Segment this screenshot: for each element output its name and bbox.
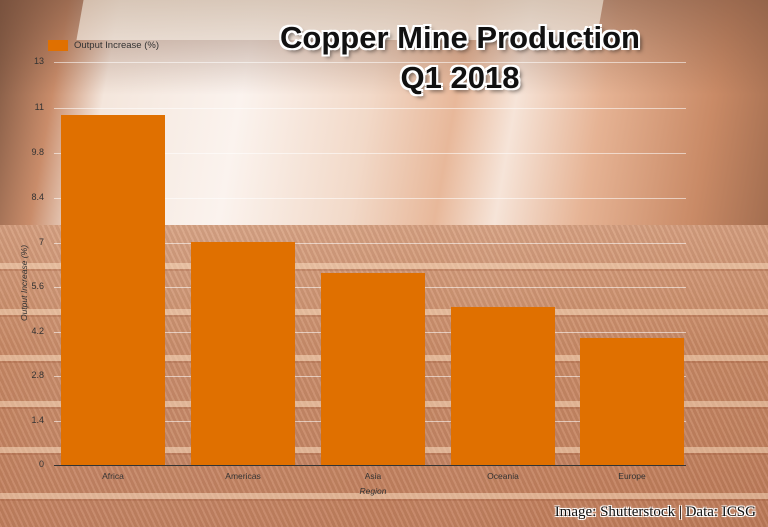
bar-europe bbox=[580, 337, 684, 465]
legend-swatch bbox=[48, 40, 68, 51]
chart-title-line1: Copper Mine Production bbox=[280, 20, 640, 55]
y-tick-label: 11 bbox=[34, 102, 44, 112]
chart-legend: Output Increase (%) bbox=[48, 40, 159, 51]
y-tick-label: 1.4 bbox=[31, 415, 44, 425]
gridline bbox=[54, 198, 686, 199]
x-axis-line bbox=[54, 465, 686, 466]
y-tick-label: 4.2 bbox=[31, 326, 44, 336]
x-axis-label: Region bbox=[359, 486, 387, 496]
y-tick-label: 5.6 bbox=[31, 281, 44, 291]
legend-label: Output Increase (%) bbox=[74, 40, 160, 51]
y-tick-label: 7 bbox=[38, 237, 44, 247]
y-tick-label: 9.8 bbox=[31, 147, 44, 157]
y-tick-label: 8.4 bbox=[31, 192, 44, 202]
bar-americas bbox=[191, 241, 295, 465]
y-tick-label: 0 bbox=[38, 459, 44, 469]
y-tick-label: 13 bbox=[33, 56, 44, 66]
bar-asia bbox=[321, 272, 425, 465]
y-tick-label: 2.8 bbox=[31, 370, 44, 380]
gridline bbox=[54, 153, 686, 154]
x-tick-label: Americas bbox=[225, 471, 261, 481]
x-tick-label: Asia bbox=[364, 471, 382, 481]
gridline bbox=[54, 62, 686, 63]
image-credit: Image: Shutterstock | Data: ICSG bbox=[554, 504, 756, 520]
x-tick-label: Africa bbox=[102, 471, 124, 481]
gridline bbox=[54, 243, 686, 244]
bar-africa bbox=[61, 114, 165, 465]
bar-oceania bbox=[451, 306, 555, 465]
chart-title-line2: Q1 2018 bbox=[400, 60, 520, 95]
y-axis-label: Output Increase (%) bbox=[19, 244, 29, 322]
x-tick-label: Oceania bbox=[487, 471, 519, 481]
gridline bbox=[54, 108, 686, 109]
x-tick-label: Europe bbox=[618, 471, 646, 481]
